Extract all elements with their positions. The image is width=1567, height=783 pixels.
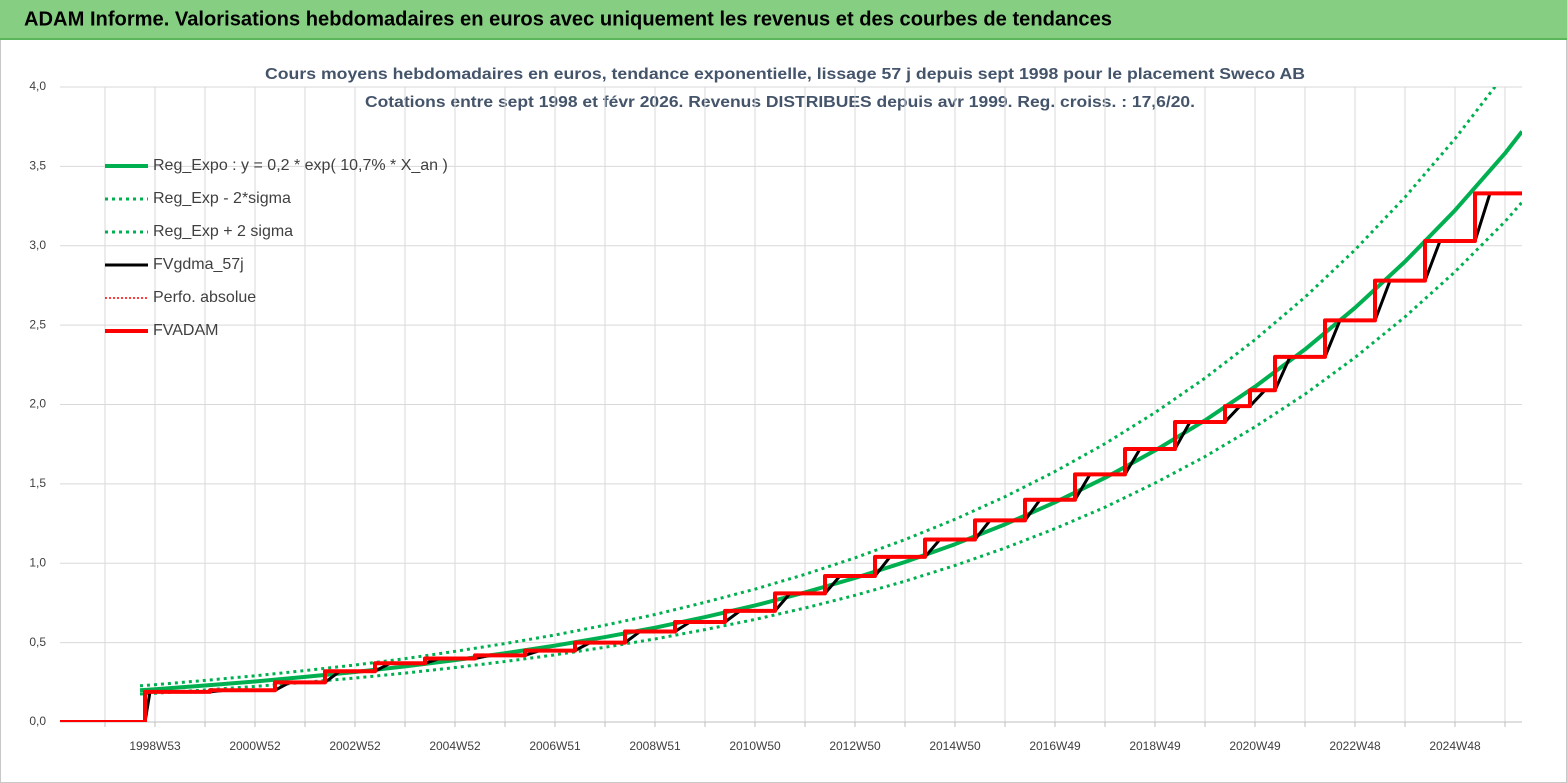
x-tick-label: 2024W48 <box>1429 739 1481 753</box>
y-tick-label: 2,0 <box>29 397 46 411</box>
chart-subtitle: Cotations entre sept 1998 et févr 2026. … <box>365 94 1195 111</box>
y-tick-label: 4,0 <box>29 79 46 93</box>
header-title: ADAM Informe. Valorisations hebdomadaire… <box>24 8 1112 30</box>
series-line <box>139 87 1497 688</box>
y-tick-label: 3,5 <box>29 159 46 173</box>
legend-label: Reg_Exp + 2 sigma <box>153 223 293 240</box>
x-tick-label: 2014W50 <box>929 739 981 753</box>
x-tick-label: 2022W48 <box>1329 739 1381 753</box>
x-tick-label: 2016W49 <box>1029 739 1081 753</box>
legend-label: FVADAM <box>153 322 218 339</box>
legend-label: Reg_Expo : y = 0,2 * exp( 10,7% * X_an ) <box>153 157 448 174</box>
plot-lines <box>60 87 1522 722</box>
y-tick-label: 0,0 <box>29 714 46 728</box>
y-tick-label: 3,0 <box>29 238 46 252</box>
x-tick-label: 2008W51 <box>629 739 681 753</box>
x-tick-label: 2018W49 <box>1129 739 1181 753</box>
x-tick-label: 2006W51 <box>529 739 581 753</box>
series-line <box>60 191 1522 722</box>
header-bar <box>0 0 1567 38</box>
x-tick-label: 2020W49 <box>1229 739 1281 753</box>
legend-label: FVgdma_57j <box>153 256 244 273</box>
y-tick-label: 0,5 <box>29 635 46 649</box>
x-tick-label: 2002W52 <box>329 739 381 753</box>
y-tick-label: 1,5 <box>29 476 46 490</box>
legend-label: Reg_Exp - 2*sigma <box>153 190 291 207</box>
x-tick-label: 2000W52 <box>229 739 281 753</box>
x-tick-label: 2004W52 <box>429 739 481 753</box>
legend: Reg_Expo : y = 0,2 * exp( 10,7% * X_an )… <box>105 157 448 339</box>
legend-label: Perfo. absolue <box>153 289 256 306</box>
x-tick-label: 2010W50 <box>729 739 781 753</box>
chart-title: Cours moyens hebdomadaires en euros, ten… <box>265 66 1305 83</box>
y-tick-label: 1,0 <box>29 555 46 569</box>
y-tick-label: 2,5 <box>29 317 46 331</box>
x-tick-label: 1998W53 <box>129 739 181 753</box>
grid: 0,0 0,5 1,0 1,5 2,0 2,5 3,0 3,5 4,0 1998W53 2000W5… <box>29 79 1522 753</box>
x-tick-label: 2012W50 <box>829 739 881 753</box>
